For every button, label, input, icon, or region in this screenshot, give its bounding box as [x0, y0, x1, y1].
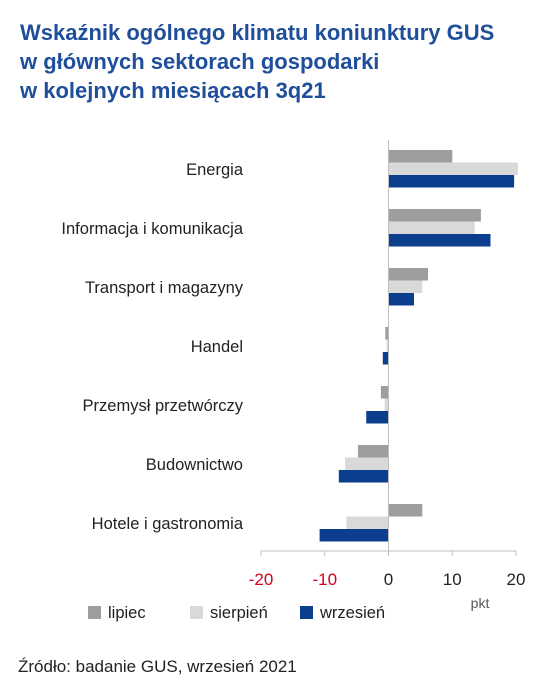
- chart-title-line-3: w kolejnych miesiącach 3q21: [20, 78, 326, 103]
- x-tick-label: -20: [249, 570, 274, 589]
- legend-swatch-wrzesień: [300, 606, 313, 619]
- chart-title-line-1: Wskaźnik ogólnego klimatu koniunktury GU…: [20, 20, 495, 45]
- x-tick-label: 10: [443, 570, 462, 589]
- bar-wrzesień-6: [338, 470, 389, 483]
- bar-sierpień-1: [388, 162, 518, 175]
- category-label: Energia: [186, 161, 244, 179]
- category-label: Hotele i gastronomia: [92, 515, 244, 533]
- category-label: Informacja i komunikacja: [61, 220, 243, 238]
- legend-label-lipiec: lipiec: [108, 604, 146, 622]
- bar-wrzesień-3: [388, 293, 414, 306]
- bar-wrzesień-1: [388, 175, 515, 188]
- x-tick-label: -10: [312, 570, 337, 589]
- bar-sierpień-5: [384, 398, 389, 411]
- bar-sierpień-3: [388, 280, 423, 293]
- legend-swatch-sierpień: [190, 606, 203, 619]
- x-axis-label: pkt: [471, 595, 490, 611]
- legend-label-wrzesień: wrzesień: [319, 604, 385, 622]
- bar-sierpień-2: [388, 221, 475, 234]
- legend-swatch-lipiec: [88, 606, 101, 619]
- category-label: Budownictwo: [146, 456, 243, 474]
- chart-title: Wskaźnik ogólnego klimatu koniunktury GU…: [20, 18, 540, 105]
- source-note: Źródło: badanie GUS, wrzesień 2021: [18, 657, 297, 676]
- legend-label-sierpień: sierpień: [210, 604, 268, 622]
- bar-chart: Energia Informacja i komunikacja Transport…: [61, 140, 526, 622]
- x-tick-label: 20: [507, 570, 526, 589]
- bar-lipiec-5: [380, 386, 389, 399]
- category-label: Przemysł przetwórczy: [83, 397, 244, 415]
- bar-lipiec-6: [357, 445, 389, 458]
- bar-wrzesień-2: [388, 234, 491, 247]
- bar-lipiec-3: [388, 268, 428, 281]
- bar-sierpień-4: [386, 339, 389, 352]
- bar-sierpień-7: [346, 516, 389, 529]
- bar-wrzesień-7: [319, 529, 389, 542]
- bar-lipiec-2: [388, 209, 481, 222]
- category-label: Transport i magazyny: [85, 279, 244, 297]
- chart-title-line-2: w głównych sektorach gospodarki: [20, 49, 380, 74]
- bar-lipiec-1: [388, 150, 453, 163]
- bar-sierpień-6: [345, 457, 389, 470]
- bar-lipiec-7: [388, 504, 423, 517]
- x-tick-label: 0: [384, 570, 393, 589]
- category-label: Handel: [191, 338, 243, 356]
- bar-lipiec-4: [385, 327, 389, 340]
- bar-wrzesień-5: [366, 411, 389, 424]
- bar-wrzesień-4: [382, 352, 389, 365]
